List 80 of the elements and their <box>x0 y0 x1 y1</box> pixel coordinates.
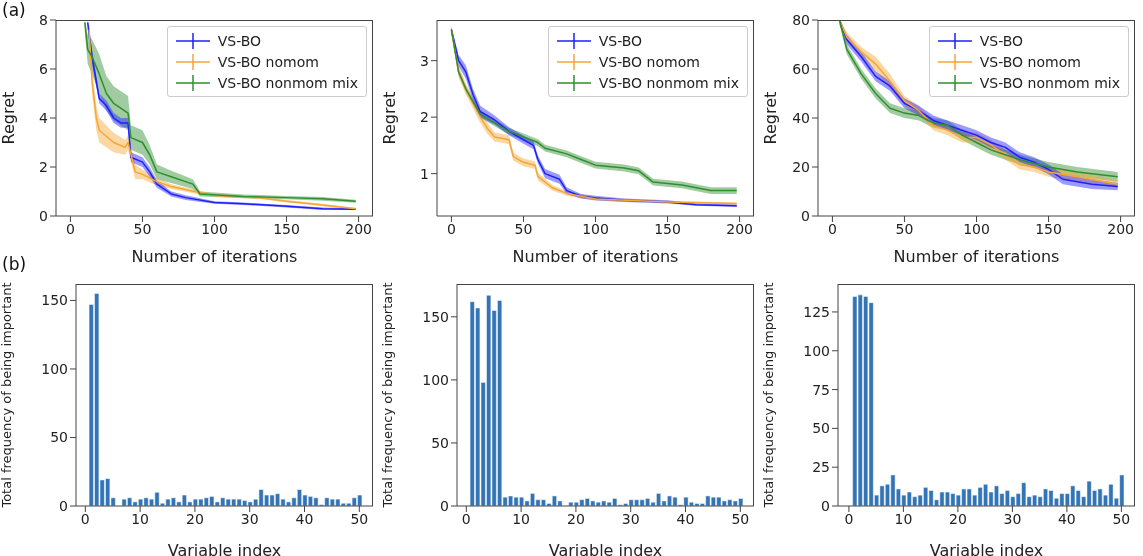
x-tick-label: 40 <box>295 510 314 527</box>
x-tick-label: 50 <box>133 220 152 237</box>
y-tick-label: 0 <box>801 207 810 224</box>
x-tick-label: 10 <box>512 510 531 527</box>
x-axis-title: Variable index <box>548 541 663 556</box>
x-tick-label: 10 <box>131 510 150 527</box>
y-tick-label: 2 <box>420 109 429 126</box>
x-tick-label: 150 <box>273 220 300 237</box>
y-tick-label: 100 <box>41 360 68 377</box>
legend-label: VS-BO nomom <box>217 53 319 70</box>
x-tick-label: 20 <box>948 510 967 527</box>
x-tick-label: 50 <box>895 220 914 237</box>
y-tick-label: 0 <box>821 497 830 514</box>
x-tick-label: 0 <box>844 510 854 527</box>
x-tick-label: 0 <box>461 510 471 527</box>
y-tick-label: 0 <box>440 497 449 514</box>
y-tick-label: 2 <box>39 158 48 175</box>
x-tick-label: 20 <box>567 510 585 527</box>
y-tick-label: 50 <box>812 420 830 437</box>
y-tick-label: 80 <box>792 11 810 28</box>
x-axis-title: Number of iterations <box>131 247 298 266</box>
text: (b) <box>2 254 27 274</box>
y-tick-label: 75 <box>812 381 830 398</box>
legend-label: VS-BO <box>979 32 1024 49</box>
x-tick-label: 40 <box>676 510 695 527</box>
x-tick-label: 10 <box>894 510 913 527</box>
x-tick-label: 0 <box>80 510 90 527</box>
y-axis-title: Total frequency of being important <box>379 282 395 509</box>
y-tick-label: 6 <box>39 60 49 77</box>
y-tick-label: 3 <box>420 52 429 69</box>
y-tick-label: 60 <box>792 60 810 77</box>
y-axis-title: Regret <box>379 91 399 145</box>
x-axis-title: Number of iterations <box>512 247 679 266</box>
y-tick-label: 25 <box>812 459 830 476</box>
y-tick-label: 50 <box>431 434 449 451</box>
y-tick-label: 8 <box>39 11 48 28</box>
legend-label: VS-BO <box>598 32 643 49</box>
x-tick-label: 30 <box>621 510 640 527</box>
y-tick-label: 100 <box>422 371 449 388</box>
y-axis-title: Regret <box>760 91 780 145</box>
legend-label: VS-BO nonmom mix <box>598 74 739 91</box>
y-tick-label: 150 <box>41 292 68 309</box>
y-tick-label: 20 <box>792 158 810 175</box>
text: (a) <box>2 0 26 20</box>
x-tick-label: 200 <box>726 220 753 237</box>
x-tick-label: 50 <box>514 220 533 237</box>
x-tick-label: 40 <box>1057 510 1076 527</box>
x-tick-label: 20 <box>186 510 204 527</box>
x-tick-label: 150 <box>1035 220 1062 237</box>
x-tick-label: 150 <box>654 220 681 237</box>
x-tick-label: 100 <box>963 220 990 237</box>
y-tick-label: 1 <box>420 165 429 182</box>
legend-label: VS-BO <box>217 32 262 49</box>
legend-label: VS-BO nomom <box>979 53 1081 70</box>
y-tick-label: 4 <box>39 109 49 126</box>
y-tick-label: 0 <box>39 207 48 224</box>
y-tick-label: 125 <box>803 303 830 320</box>
x-tick-label: 50 <box>731 510 750 527</box>
legend-label: VS-BO nonmom mix <box>979 74 1120 91</box>
x-tick-label: 100 <box>201 220 228 237</box>
x-tick-label: 30 <box>240 510 259 527</box>
y-tick-label: 100 <box>803 342 830 359</box>
x-tick-label: 50 <box>1112 510 1131 527</box>
x-axis-title: Number of iterations <box>893 247 1060 266</box>
y-tick-label: 0 <box>59 497 68 514</box>
y-axis-title: Total frequency of being important <box>760 282 776 509</box>
y-tick-label: 150 <box>422 308 449 325</box>
x-axis-title: Variable index <box>929 541 1044 556</box>
x-tick-label: 30 <box>1003 510 1022 527</box>
x-axis-title: Variable index <box>167 541 282 556</box>
legend-label: VS-BO nomom <box>598 53 700 70</box>
y-axis-title: Regret <box>0 91 18 145</box>
x-tick-label: 200 <box>1107 220 1134 237</box>
y-axis-title: Total frequency of being important <box>0 282 14 509</box>
x-tick-label: 200 <box>345 220 372 237</box>
y-tick-label: 50 <box>50 429 68 446</box>
x-tick-label: 100 <box>582 220 609 237</box>
x-tick-label: 50 <box>350 510 369 527</box>
legend-label: VS-BO nonmom mix <box>217 74 358 91</box>
y-tick-label: 40 <box>792 109 810 126</box>
